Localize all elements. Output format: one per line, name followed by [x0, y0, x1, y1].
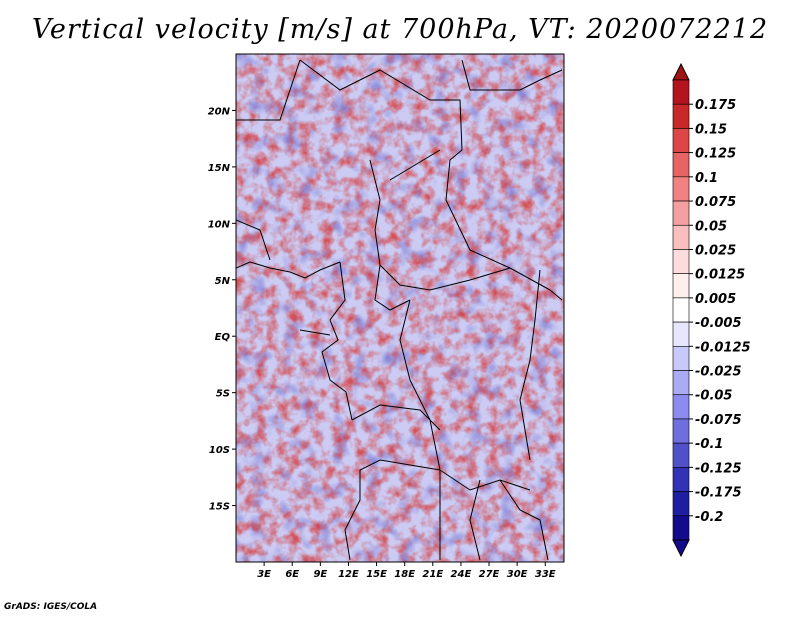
colorbar-swatch: [672, 418, 690, 444]
colorbar-label: -0.2: [695, 510, 723, 525]
colorbar-label: 0.175: [695, 98, 736, 113]
colorbar-label: 0.125: [695, 147, 736, 162]
colorbar-top-arrow: [672, 62, 690, 81]
colorbar-swatch: [672, 273, 690, 299]
lat-tick-label: EQ: [215, 332, 231, 343]
lon-tick-label: 24E: [451, 569, 472, 580]
lat-tick-label: 5N: [215, 276, 231, 287]
colorbar-swatch: [672, 491, 690, 517]
lon-tick-label: 21E: [422, 569, 443, 580]
colorbar-label: -0.005: [695, 316, 742, 331]
lon-tick-label: 27E: [479, 569, 500, 580]
country-borders: [236, 59, 563, 561]
colorbar-swatch: [672, 346, 690, 371]
longitude-axis: 3E 6E 9E 12E 15E 18E 21E 24E 27E 30E 33E: [257, 562, 556, 580]
colorbar-swatch: [672, 370, 690, 396]
colorbar-swatch: [672, 103, 690, 129]
lon-tick-label: 33E: [535, 569, 556, 580]
colorbar-swatch: [672, 128, 690, 153]
colorbar-swatch: [672, 152, 690, 178]
colorbar-swatch: [672, 442, 690, 468]
colorbar-swatch: [672, 79, 690, 105]
lat-tick-label: 15N: [208, 163, 231, 174]
colorbar-swatch: [672, 515, 690, 541]
map-title: Vertical velocity [m/s] at 700hPa, VT: 2…: [31, 14, 769, 45]
colorbar-swatch: [672, 224, 690, 250]
colorbar-label: -0.05: [695, 389, 732, 404]
colorbar: 0.175 0.15 0.125 0.1 0.075 0.05 0.025 0.0125 0.0…: [672, 62, 751, 558]
lon-tick-label: 30E: [507, 569, 528, 580]
colorbar-label: 0.05: [695, 219, 727, 234]
plot-frame: [235, 53, 565, 563]
colorbar-label: -0.025: [695, 365, 742, 380]
colorbar-swatch: [672, 394, 690, 420]
latitude-axis: 20N 15N 10N 5N EQ 5S 10S 15S: [208, 106, 236, 513]
lat-tick-label: 15S: [209, 502, 230, 513]
colorbar-swatch: [672, 176, 690, 202]
lon-tick-label: 15E: [366, 569, 387, 580]
lat-tick-label: 5S: [216, 389, 230, 400]
lon-tick-label: 3E: [257, 569, 271, 580]
colorbar-label: 0.005: [695, 292, 736, 307]
colorbar-swatch: [672, 467, 690, 492]
colorbar-label: -0.075: [695, 413, 742, 428]
lon-tick-label: 9E: [313, 569, 327, 580]
colorbar-swatch: [672, 200, 690, 226]
colorbar-label: 0.075: [695, 195, 736, 210]
colorbar-label: -0.125: [695, 461, 742, 476]
colorbar-label: 0.1: [695, 171, 718, 186]
colorbar-bottom-arrow: [672, 539, 690, 558]
colorbar-swatch: [672, 321, 690, 347]
colorbar-label: -0.175: [695, 486, 742, 501]
colorbar-label: -0.0125: [695, 340, 751, 355]
lon-tick-label: 6E: [285, 569, 299, 580]
colorbar-label: 0.0125: [695, 268, 745, 283]
colorbar-label: 0.025: [695, 243, 736, 258]
colorbar-label: -0.1: [695, 437, 723, 452]
lon-tick-label: 18E: [394, 569, 415, 580]
credit-text: GrADS: IGES/COLA: [4, 602, 98, 612]
lat-tick-label: 20N: [208, 106, 231, 117]
velocity-field: [236, 54, 564, 562]
colorbar-swatch: [672, 297, 690, 323]
lon-tick-label: 12E: [338, 569, 359, 580]
lat-tick-label: 10S: [209, 445, 230, 456]
colorbar-label: 0.15: [695, 122, 727, 137]
lat-tick-label: 10N: [208, 219, 231, 230]
colorbar-swatch: [672, 249, 690, 274]
